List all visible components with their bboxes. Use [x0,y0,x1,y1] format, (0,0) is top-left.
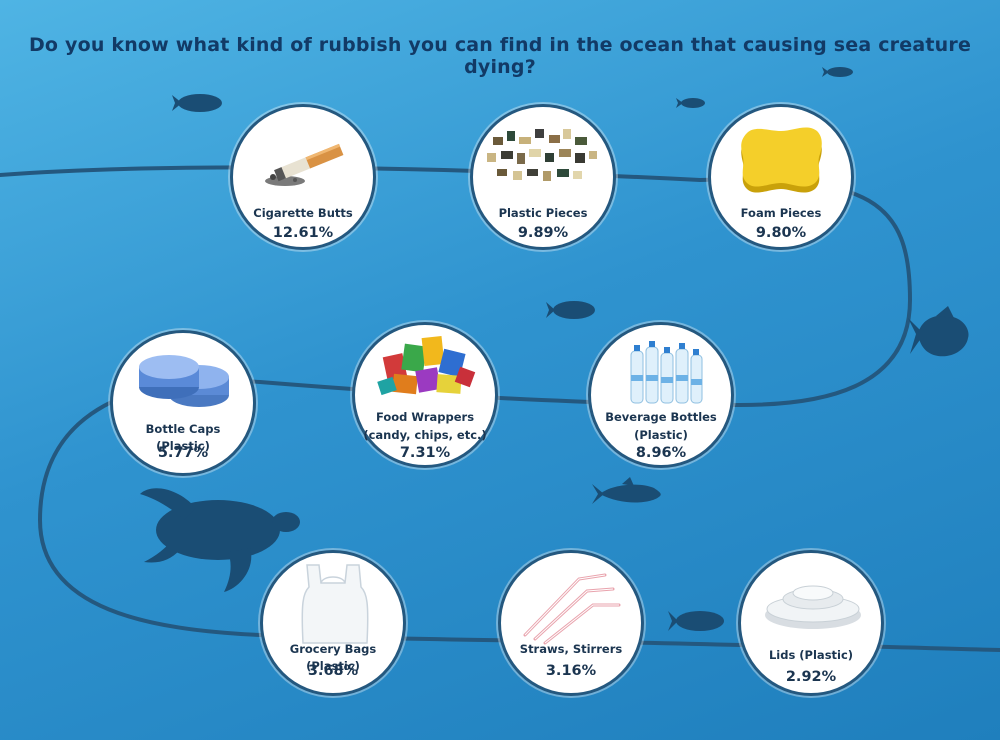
item-plastic-pieces: Plastic Pieces 9.89% [470,104,616,250]
turtle-icon [140,488,300,592]
plastic-pieces-icon [487,129,597,181]
page-title: Do you know what kind of rubbish you can… [28,34,972,78]
cup-lid-icon [765,585,861,629]
item-label: Plastic Pieces [498,206,588,220]
bottle-caps-icon [139,355,229,407]
food-wrappers-icon [377,336,476,396]
water-bottles-icon [630,341,703,404]
item-cigarette-butts: Cigarette Butts 12.61% [230,104,376,250]
straws-icon [523,573,621,645]
item-label: Straws, Stirrers [519,642,623,656]
cigarette-icon [265,143,344,186]
fish-icon [546,301,595,319]
reef-fish-icon [908,306,969,357]
foam-sponge-icon [741,127,822,193]
item-percent: 8.96% [635,445,687,461]
item-label: Cigarette Butts [253,206,353,220]
fish-icon [676,98,705,108]
item-straws-stirrers: Straws, Stirrers 3.16% [498,550,644,696]
item-lids: Lids (Plastic) 2.92% [738,550,884,696]
item-label: Food Wrappers [375,410,475,424]
item-percent: 7.31% [399,445,451,461]
item-label: Bottle Caps (Plastic) [145,422,221,453]
item-percent: 2.92% [785,669,837,685]
item-food-wrappers: Food Wrappers (candy, chips, etc.) 7.31% [352,322,498,468]
item-grocery-bags: Grocery Bags (Plastic) 3.68% [260,550,406,696]
item-label: Beverage Bottles [605,410,717,424]
item-percent: 9.89% [517,225,569,241]
item-label: Foam Pieces [740,206,822,220]
item-beverage-bottles: Beverage Bottles (Plastic) 8.96% [588,322,734,468]
item-percent: 3.16% [545,663,597,679]
item-percent: 3.68% [307,663,359,679]
item-percent: 5.77% [157,445,209,461]
fish-icon [172,94,222,112]
item-foam-pieces: Foam Pieces 9.80% [708,104,854,250]
item-label: (candy, chips, etc.) [363,428,487,442]
item-percent: 9.80% [755,225,807,241]
item-label: Grocery Bags (Plastic) [289,642,377,673]
item-label: Lids (Plastic) [768,648,854,662]
item-percent: 12.61% [272,225,334,241]
grocery-bag-icon [301,564,369,644]
item-bottle-caps: Bottle Caps (Plastic) 5.77% [110,330,256,476]
item-label: (Plastic) [634,428,688,442]
tuna-icon [592,477,661,504]
fish-icon [668,611,724,631]
fish-icon [822,67,853,77]
